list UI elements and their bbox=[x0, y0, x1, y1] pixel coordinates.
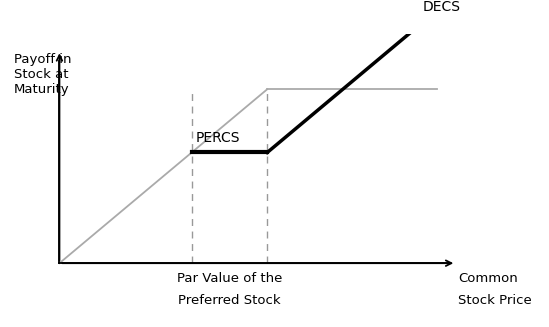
Text: Preferred Stock: Preferred Stock bbox=[178, 294, 281, 307]
Text: Common: Common bbox=[458, 271, 518, 284]
Text: PERCS: PERCS bbox=[195, 131, 240, 145]
Text: Par Value of the: Par Value of the bbox=[177, 271, 282, 284]
Text: Stock Price: Stock Price bbox=[458, 294, 532, 307]
Text: DECS: DECS bbox=[423, 0, 461, 14]
Text: Payoff in
Stock at
Maturity: Payoff in Stock at Maturity bbox=[14, 53, 71, 96]
